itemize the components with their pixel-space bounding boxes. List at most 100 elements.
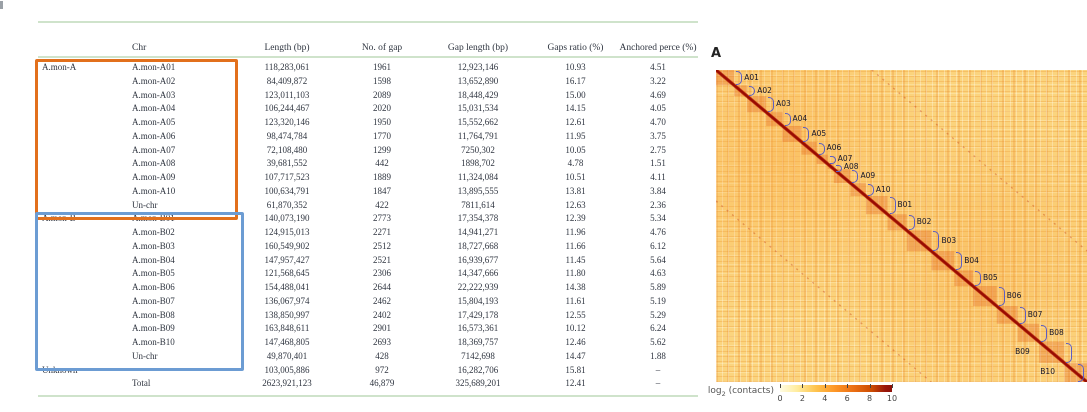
table-header-row: Chr Length (bp) No. of gap Gap length (b… <box>38 24 698 54</box>
cell-group <box>38 309 128 323</box>
table-row: Un-chr 61,870,352 422 7811,614 12.63 2.36 <box>38 199 698 213</box>
cell-no-of-gap: 2089 <box>373 89 391 100</box>
cell-group: Unknown <box>42 364 78 375</box>
cell-length: 103,005,886 <box>264 364 310 375</box>
cell-length: 84,409,872 <box>266 75 308 86</box>
cell-anchored: 5.89 <box>650 282 666 292</box>
cell-anchored: 6.24 <box>650 323 666 334</box>
cell-gaps-ratio: 12.61 <box>565 117 586 127</box>
cell-gap-length: 15,552,662 <box>457 117 499 127</box>
cell-chr: A.mon-B04 <box>132 254 175 265</box>
chr-label: B04 <box>964 255 979 265</box>
cell-gap-length: 18,727,668 <box>457 240 499 251</box>
table-row: A.mon-B05 121,568,645 2306 14,347,666 11.80 4… <box>38 267 698 281</box>
cell-chr: Total <box>132 378 151 389</box>
cell-gap-length: 15,031,534 <box>457 103 499 114</box>
chr-label: A03 <box>776 99 791 109</box>
cell-chr: A.mon-B01 <box>132 213 175 224</box>
cell-no-of-gap: 1950 <box>373 117 391 127</box>
cell-gap-length: 12,923,146 <box>457 62 499 72</box>
cell-anchored: 5.64 <box>650 254 666 265</box>
cell-gaps-ratio: 10.93 <box>565 62 586 72</box>
colorbar-tick-label: 0 <box>777 394 783 403</box>
cell-no-of-gap: 2901 <box>373 323 391 334</box>
chr-label: A04 <box>792 114 808 124</box>
table-row: A.mon-A04 106,244,467 2020 15,031,534 14.15 4… <box>38 102 698 116</box>
chr-bracket <box>998 287 1005 307</box>
cell-anchored: 3.22 <box>650 75 666 86</box>
cell-length: 147,468,805 <box>264 337 310 347</box>
cell-group <box>38 240 128 254</box>
table-top-rule <box>38 21 698 23</box>
cell-gaps-ratio: 10.51 <box>565 172 586 182</box>
cell-length: 49,870,401 <box>266 350 308 361</box>
table-row: A.mon-A07 72,108,480 1299 7250,302 10.05 2.75 <box>38 144 698 158</box>
cell-gaps-ratio: 12.55 <box>565 309 586 320</box>
cell-anchored: 3.75 <box>650 130 666 141</box>
cell-gap-length: 17,429,178 <box>457 309 499 320</box>
cell-group <box>38 377 128 391</box>
cell-chr: A.mon-A05 <box>132 117 176 127</box>
cell-group <box>38 89 128 103</box>
cell-gaps-ratio: 12.39 <box>565 213 586 224</box>
cell-length: 124,915,013 <box>264 227 310 237</box>
cell-no-of-gap: 2512 <box>373 240 391 251</box>
colorbar-tick <box>892 384 893 388</box>
cell-chr: A.mon-A08 <box>132 158 176 169</box>
cell-chr: A.mon-A04 <box>132 103 176 114</box>
cell-gaps-ratio: 16.17 <box>565 75 586 86</box>
table-row: A.mon-A10 100,634,791 1847 13,895,555 13.81 3… <box>38 185 698 199</box>
hic-heatmap: A01 A02 A03 A04 A05 A06 A07 A08 A09 A10 B01 B02 B03 B… <box>716 70 1087 382</box>
cell-anchored: 1.51 <box>650 158 666 169</box>
cell-gap-length: 325,689,201 <box>455 378 501 389</box>
cell-group <box>38 130 128 144</box>
table-row: A.mon-A09 107,717,523 1889 11,324,084 10.51 4… <box>38 171 698 185</box>
cell-group <box>38 226 128 240</box>
cell-length: 98,474,784 <box>266 130 308 141</box>
cell-gap-length: 18,369,757 <box>457 337 499 347</box>
cell-chr: A.mon-A07 <box>132 144 176 155</box>
cell-anchored: 4.05 <box>650 103 666 114</box>
cell-gap-length: 1898,702 <box>461 158 495 169</box>
cell-chr: A.mon-B06 <box>132 282 175 292</box>
cell-anchored: 2.75 <box>650 144 666 155</box>
cell-group <box>38 75 128 89</box>
cell-anchored: 5.62 <box>650 337 666 347</box>
cell-chr: A.mon-A02 <box>132 75 176 86</box>
cell-anchored: 4.11 <box>650 172 666 182</box>
chr-bracket <box>867 184 874 197</box>
cell-no-of-gap: 2773 <box>373 213 391 224</box>
cell-group <box>38 254 128 268</box>
header-gap-length: Gap length (bp) <box>447 43 509 53</box>
chr-label: B02 <box>916 217 932 227</box>
cell-group <box>38 350 128 364</box>
cell-gaps-ratio: 12.41 <box>565 378 586 389</box>
cell-gaps-ratio: 11.45 <box>565 254 586 265</box>
cell-chr: A.mon-B07 <box>132 295 175 306</box>
cell-chr: A.mon-A06 <box>132 130 176 141</box>
cell-gaps-ratio: 12.63 <box>565 199 586 210</box>
table-row: A.mon-B08 138,850,997 2402 17,429,178 12.55 5… <box>38 309 698 323</box>
table-row: Unknown – 103,005,886 972 16,282,706 15.81 – <box>38 364 698 378</box>
cell-length: 163,848,611 <box>264 323 310 334</box>
chr-bracket <box>818 142 825 155</box>
cell-gaps-ratio: 11.96 <box>565 227 586 237</box>
cell-anchored: 6.12 <box>650 240 666 251</box>
chr-label: A05 <box>811 128 827 138</box>
cell-gap-length: 16,282,706 <box>457 364 499 375</box>
cell-anchored: 4.69 <box>650 89 666 100</box>
chr-bracket <box>1041 324 1048 342</box>
cell-no-of-gap: 1847 <box>373 185 391 196</box>
cell-length: 136,067,974 <box>264 295 310 306</box>
cell-length: 61,870,352 <box>266 199 308 210</box>
table-rows: A.mon-A A.mon-A01 118,283,061 1961 12,923,14… <box>38 61 698 391</box>
header-anchored: Anchored perce (%) <box>619 43 697 53</box>
cell-no-of-gap: 2020 <box>373 103 391 114</box>
cell-anchored: 4.51 <box>650 62 666 72</box>
cell-gaps-ratio: 13.81 <box>565 185 586 196</box>
cell-group: A.mon-A <box>42 62 77 72</box>
chr-label: A01 <box>744 72 759 82</box>
cell-gaps-ratio: 15.00 <box>565 89 586 100</box>
table-row: A.mon-A08 39,681,552 442 1898,702 4.78 1.51 <box>38 157 698 171</box>
chr-label: B10 <box>1040 367 1055 377</box>
